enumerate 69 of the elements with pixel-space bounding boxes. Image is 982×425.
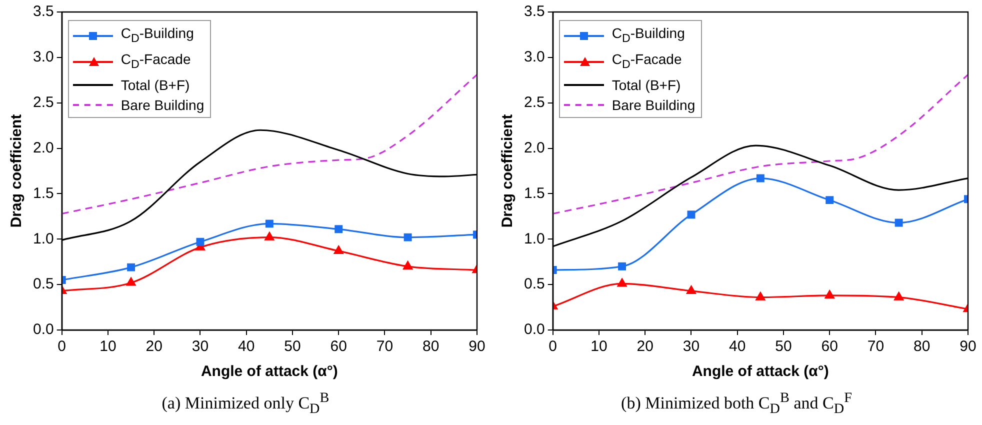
x-tick-label: 40 [238,338,255,356]
point [686,286,696,294]
point [826,196,834,204]
point [824,290,834,299]
x-tick-label: 60 [330,338,347,356]
y-tick-label: 0.5 [524,276,545,293]
y-tick-label: 2.0 [524,139,545,156]
point [894,218,903,227]
y-tick-label: 0.0 [32,321,54,338]
y-tick-label: 0.5 [32,276,54,293]
y-tick-label: 1.5 [32,184,54,202]
point [334,246,344,254]
y-tick-label: 1.0 [524,230,545,248]
x-tick-label: 60 [821,338,838,356]
x-tick-label: 30 [682,338,700,356]
y-tick-label: 2.5 [32,94,54,111]
point [617,278,627,287]
x-tick-label: 30 [192,338,209,356]
point [127,263,136,272]
x-tick-label: 90 [960,338,976,356]
y-tick-label: 0.0 [524,321,545,338]
point [126,277,136,286]
line-series [552,74,968,215]
legend-label: C$_{D}$-Facade [612,50,682,73]
x-tick-label: 10 [590,338,608,356]
legend-label: Bare Building [612,96,696,115]
line-series [62,74,477,215]
y-tick-label: 3.0 [32,48,54,66]
x-tick-label: 50 [284,338,301,356]
x-axis-title: Angle of attack (α°) [200,363,338,380]
point [618,262,626,270]
x-tick-label: 20 [636,338,654,356]
point [265,220,274,228]
legend-label: Total (B+F) [612,76,681,95]
y-tick-label: 3.5 [32,3,54,20]
x-tick-label: 0 [548,338,558,356]
legend-label: Bare Building [120,96,204,115]
x-tick-label: 20 [146,338,162,356]
x-axis-title: Angle of attack (α°) [692,363,829,380]
y-tick-label: 2.0 [32,139,54,156]
y-axis-title: Drag coefficient [499,114,516,228]
point [404,233,412,242]
legend-label: C$_{D}$-Building [120,24,194,47]
x-tick-label: 80 [422,338,440,356]
point [334,225,343,234]
y-axis-title: Drag coefficient [8,114,26,228]
legend-label: C$_{D}$-Facade [120,50,191,73]
x-tick-label: 40 [729,338,746,356]
x-tick-label: 70 [376,338,394,356]
x-tick-label: 0 [58,338,66,356]
point [894,292,904,300]
x-tick-label: 50 [775,338,792,356]
x-tick-label: 80 [914,338,930,356]
point [756,292,766,300]
point [687,210,696,219]
x-tick-label: 10 [100,338,116,356]
point [756,174,764,182]
y-tick-label: 1.0 [32,230,54,248]
y-tick-label: 2.5 [524,94,545,111]
x-tick-label: 70 [867,338,884,356]
y-tick-label: 1.5 [524,184,545,202]
legend-label: Total (B+F) [120,76,190,95]
y-tick-label: 3.5 [524,3,545,20]
legend-label: C$_{D}$-Building [612,24,685,47]
point [196,238,204,246]
point [403,261,413,270]
x-tick-label: 90 [468,338,486,356]
y-tick-label: 3.0 [524,48,545,66]
point [264,232,274,240]
